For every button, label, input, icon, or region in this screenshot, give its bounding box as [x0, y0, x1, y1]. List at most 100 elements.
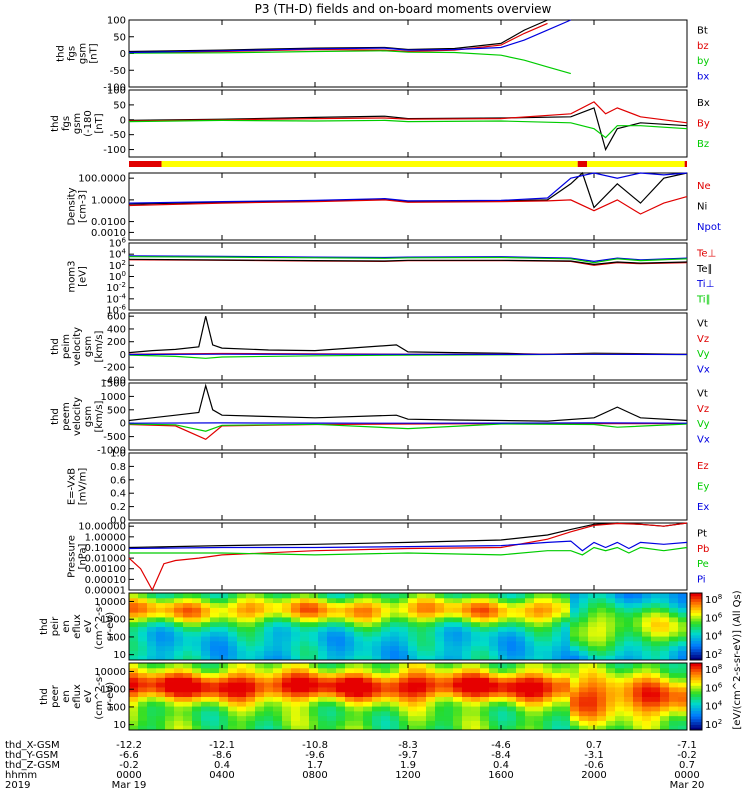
heatmap-cell: [525, 650, 535, 656]
heatmap-cell: [507, 720, 517, 726]
heatmap-cell: [624, 686, 634, 693]
heatmap-cell: [516, 663, 526, 669]
heatmap-cell: [381, 626, 391, 632]
heatmap-cell: [570, 655, 580, 661]
series-line-Te∥: [128, 258, 688, 266]
heatmap-cell: [525, 597, 535, 604]
heatmap-cell: [228, 686, 238, 693]
heatmap-cell: [651, 597, 661, 604]
heatmap-cell: [255, 701, 265, 707]
heatmap-cell: [507, 593, 517, 599]
heatmap-cell: [408, 607, 418, 613]
heatmap-cell: [426, 706, 436, 712]
x-row-value: 0400: [209, 770, 234, 781]
heatmap-cell: [165, 616, 175, 623]
y-tick-label: -50: [110, 66, 126, 77]
heatmap-cell: [273, 636, 283, 642]
y-tick-label: 10000: [94, 597, 126, 608]
colorbar-swatch: [690, 676, 702, 681]
heatmap-cell: [318, 650, 328, 656]
heatmap-cell: [534, 626, 544, 632]
heatmap-cell: [345, 612, 355, 618]
heatmap-cell: [345, 663, 355, 669]
heatmap-cell: [561, 677, 571, 683]
heatmap-cell: [264, 607, 274, 613]
heatmap-cell: [588, 701, 598, 707]
colorbar-swatch: [690, 618, 702, 622]
heatmap-cell: [480, 686, 490, 693]
y-axis-label: Pressure: [67, 535, 78, 578]
heatmap-cell: [507, 597, 517, 604]
heatmap-cell: [498, 725, 508, 731]
heatmap-cell: [318, 602, 328, 608]
heatmap-cell: [471, 710, 481, 717]
heatmap-cell: [498, 602, 508, 608]
heatmap-cell: [309, 696, 319, 702]
heatmap-cell: [534, 663, 544, 669]
heatmap-cell: [183, 607, 193, 613]
heatmap-cell: [597, 597, 607, 604]
x-row-label: hhmm: [5, 770, 37, 781]
heatmap-cell: [651, 612, 661, 618]
heatmap-cell: [183, 720, 193, 726]
y-tick-label: 1000: [101, 615, 126, 626]
heatmap-cell: [579, 715, 589, 721]
heatmap-cell: [174, 691, 184, 697]
heatmap-cell: [156, 706, 166, 712]
heatmap-cell: [192, 701, 202, 707]
heatmap-cell: [480, 715, 490, 721]
heatmap-cell: [642, 691, 652, 697]
heatmap-cell: [579, 602, 589, 608]
heatmap-cell: [345, 593, 355, 599]
heatmap-cell: [336, 645, 346, 651]
heatmap-cell: [129, 682, 139, 688]
heatmap-cell: [291, 706, 301, 712]
heatmap-cell: [300, 645, 310, 651]
heatmap-cell: [498, 616, 508, 623]
heatmap-cell: [228, 706, 238, 712]
heatmap-cell: [165, 636, 175, 642]
heatmap-cell: [489, 597, 499, 604]
heatmap-cell: [201, 593, 211, 599]
heatmap-cell: [426, 616, 436, 623]
heatmap-cell: [435, 597, 445, 604]
heatmap-cell: [273, 612, 283, 618]
heatmap-cell: [579, 696, 589, 702]
heatmap-cell: [570, 612, 580, 618]
heatmap-cell: [435, 593, 445, 599]
y-axis-label: eflux: [72, 614, 83, 639]
heatmap-cell: [642, 655, 652, 661]
y-axis-label: Density: [67, 187, 78, 225]
heatmap-cell: [390, 607, 400, 613]
heatmap-cell: [444, 720, 454, 726]
heatmap-cell: [543, 621, 553, 627]
heatmap-cell: [417, 706, 427, 712]
legend-entry: Pi: [697, 574, 706, 585]
colorbar-swatch: [690, 615, 702, 619]
heatmap-cell: [399, 691, 409, 697]
heatmap-cell: [138, 696, 148, 702]
y-axis-label: thd: [50, 408, 61, 425]
heatmap-cell: [426, 636, 436, 642]
heatmap-cell: [597, 686, 607, 693]
heatmap-cell: [390, 631, 400, 637]
heatmap-cell: [354, 677, 364, 683]
heatmap-cell: [570, 686, 580, 693]
heatmap-cell: [300, 621, 310, 627]
heatmap-cell: [354, 655, 364, 661]
heatmap-cell: [138, 691, 148, 697]
heatmap-cell: [246, 706, 256, 712]
y-axis-label: velocity: [72, 397, 83, 436]
heatmap-cell: [201, 612, 211, 618]
heatmap-cell: [579, 626, 589, 632]
heatmap-cell: [291, 650, 301, 656]
y-tick-label: 10.00000: [78, 522, 126, 533]
heatmap-cell: [309, 593, 319, 599]
heatmap-cell: [552, 686, 562, 693]
heatmap-cell: [327, 696, 337, 702]
series-line-Ti⊥: [128, 255, 688, 263]
heatmap-cell: [426, 597, 436, 604]
heatmap-cell: [579, 720, 589, 726]
heatmap-cell: [453, 621, 463, 627]
